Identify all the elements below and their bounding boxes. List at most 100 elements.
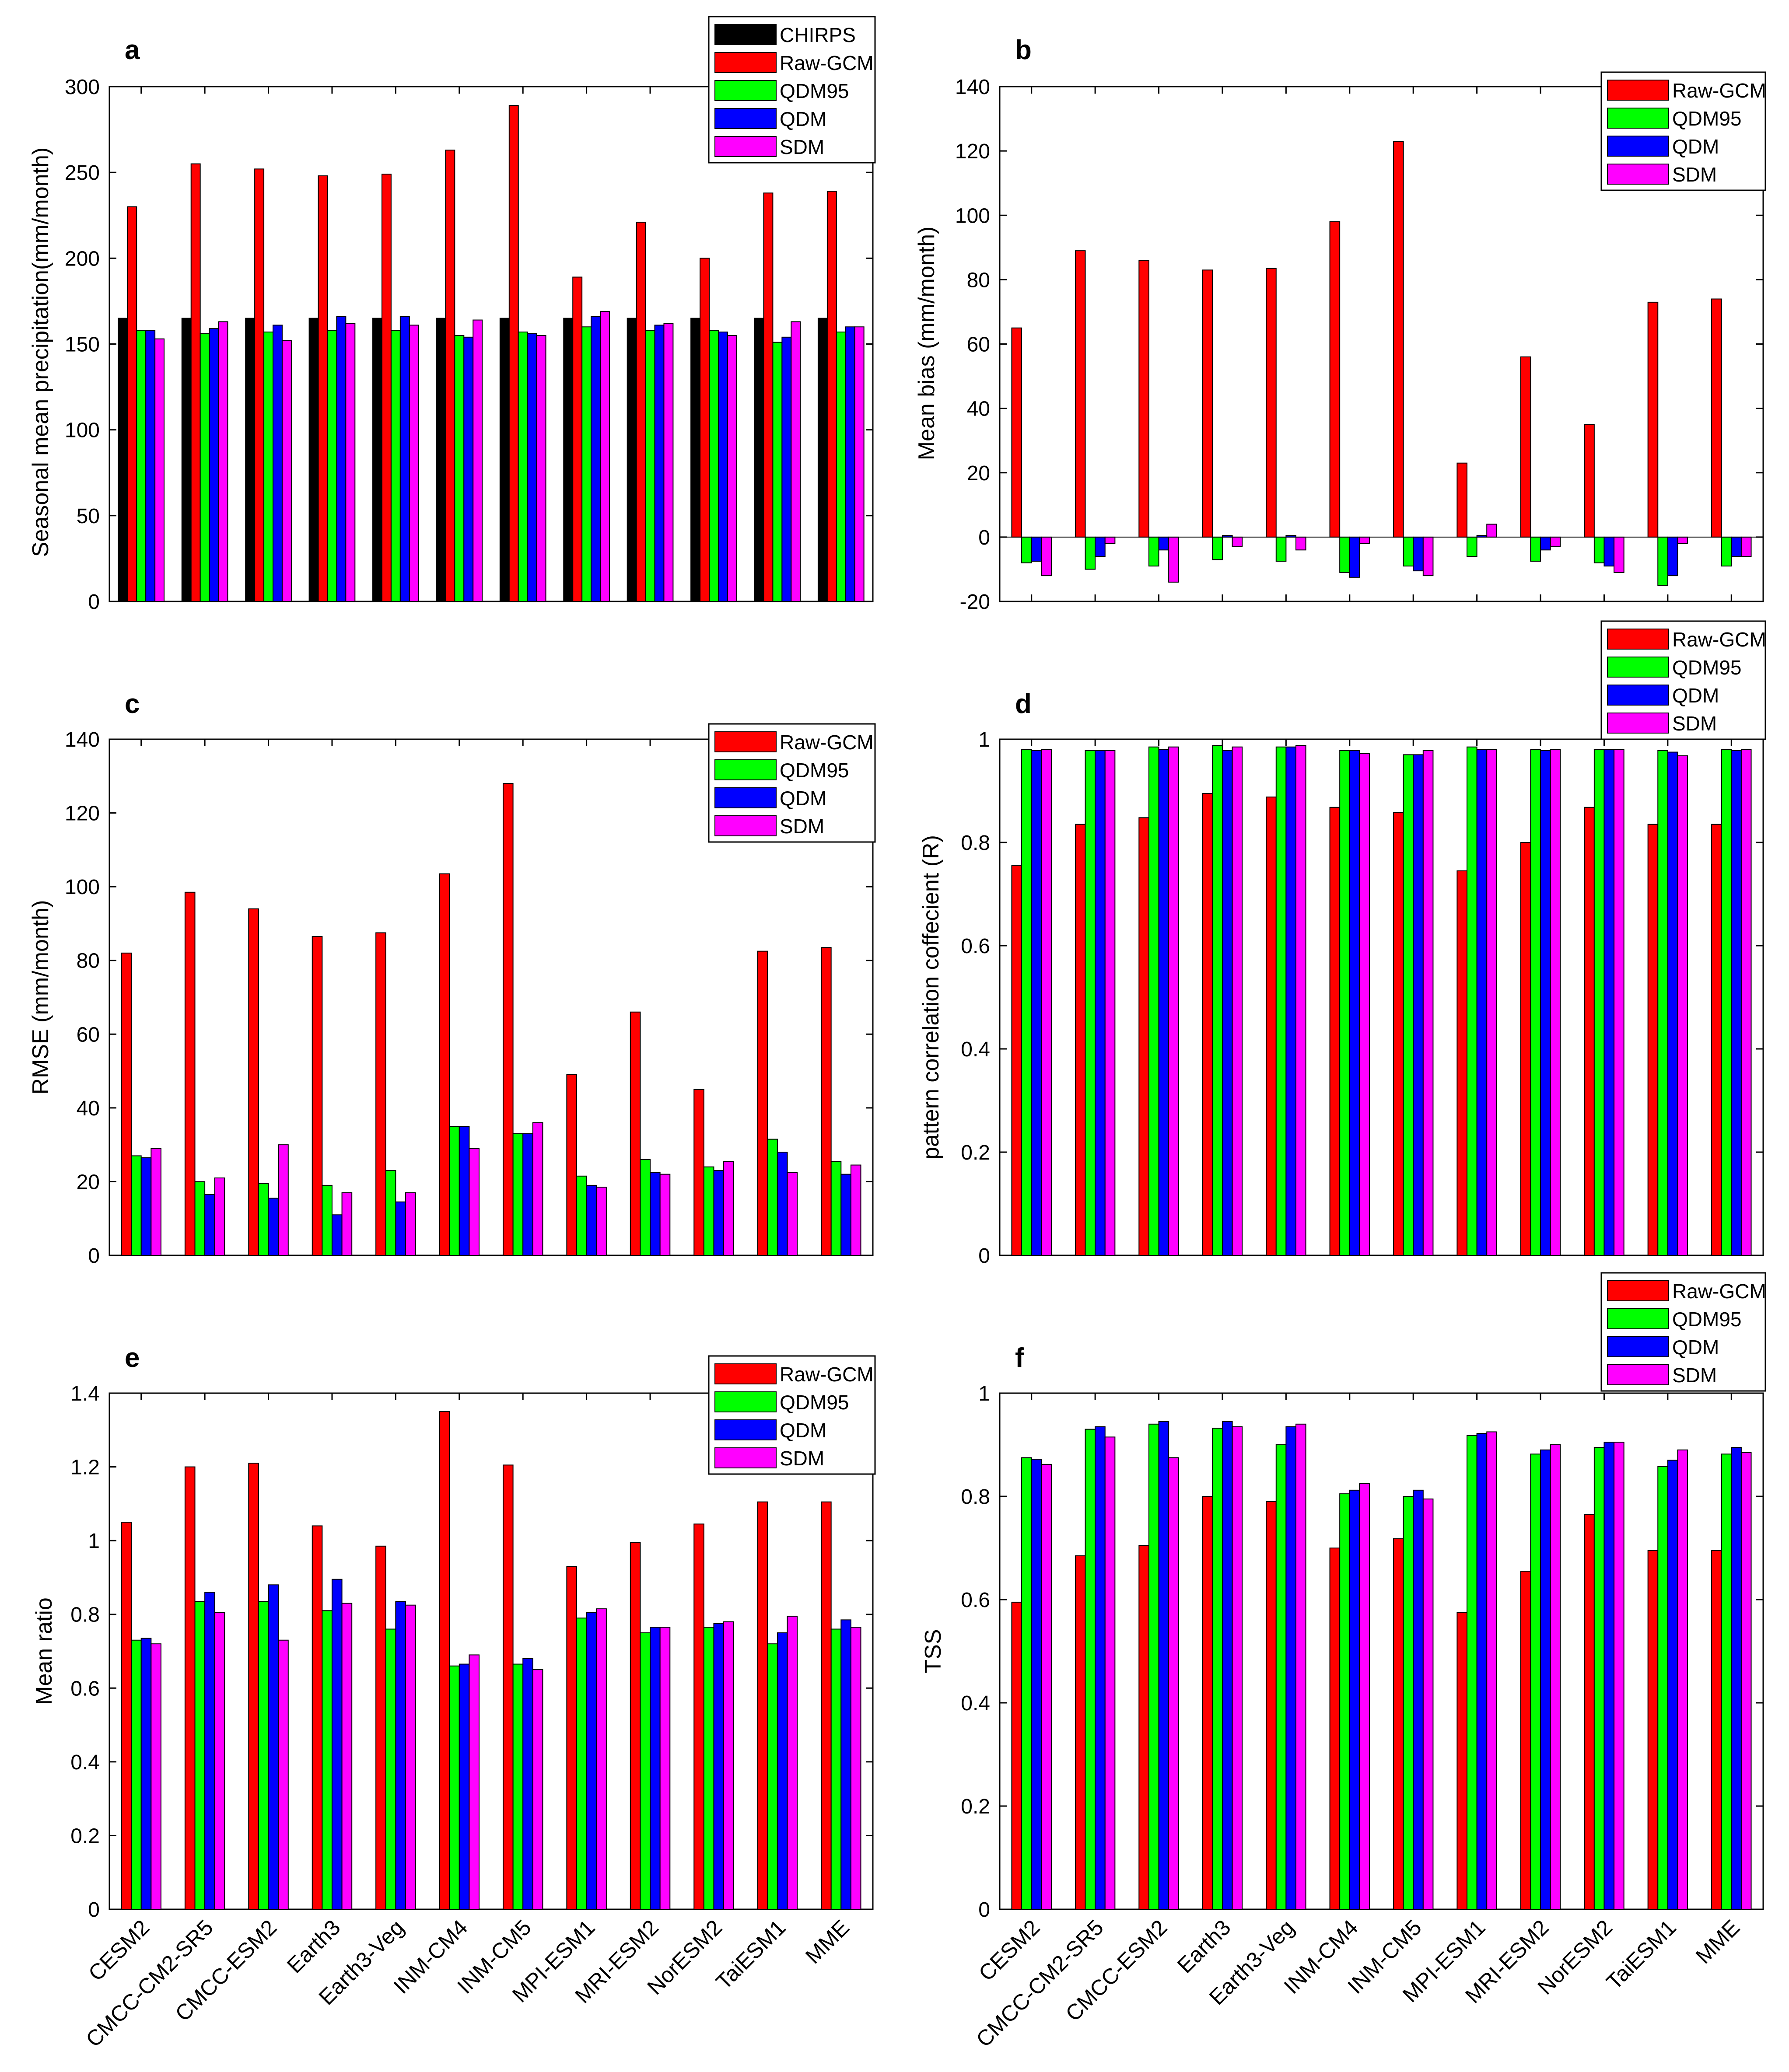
bar-qdm-mme [1731,750,1742,1256]
bar-qdm-earth3-veg [1285,746,1296,1256]
bar-raw-gcm-inm-cm5 [502,1464,514,1910]
bar-raw-gcm-mri-esm2 [1520,842,1531,1256]
bar-qdm-inm-cm4 [1349,750,1360,1256]
bar-qdm-inm-cm5 [1413,536,1424,572]
bar-sdm-inm-cm5 [1422,750,1434,1256]
bar-qdm-earth3-veg [395,1601,406,1910]
bar-qdm-mri-esm2 [650,1627,661,1910]
y-tick-label: 1.4 [70,1382,100,1405]
legend-label-qdm: QDM [780,108,826,130]
bar-sdm-mpi-esm1 [596,1608,607,1910]
bar-qdm95-mri-esm2 [1530,749,1541,1256]
y-tick-label: 0.4 [961,1692,990,1715]
bar-qdm-cmcc-cm2-sr5 [204,1194,215,1256]
bar-qdm95-noresm2 [1593,536,1605,563]
bar-qdm95-earth3 [322,1184,333,1256]
y-tick-label: 50 [77,505,100,528]
bar-qdm-cesm2 [145,330,156,602]
bar-qdm95-earth3-veg [390,330,401,602]
legend-swatch-qdm [1607,685,1669,706]
bar-qdm95-cesm2 [1021,1457,1032,1910]
panel-d-label: d [1015,689,1032,719]
bar-sdm-noresm2 [727,335,737,602]
y-tick-label: 140 [65,728,100,751]
legend-label-qdm95: QDM95 [1672,656,1741,679]
bar-raw-gcm-mri-esm2 [1520,356,1531,538]
legend-label-raw-gcm: Raw-GCM [1672,628,1766,651]
bar-raw-gcm-cesm2 [1011,1601,1022,1910]
x-tick-label: MME [1691,1915,1744,1968]
bar-qdm95-inm-cm4 [1339,1493,1350,1910]
bar-qdm95-inm-cm5 [512,1133,524,1256]
bar-qdm-cesm2 [140,1157,152,1256]
bar-qdm95-inm-cm5 [1403,536,1414,567]
x-tick-label: Earth3 [1173,1915,1236,1978]
bar-qdm-cmcc-cm2-sr5 [1095,1426,1106,1910]
bar-raw-gcm-cesm2 [121,1522,132,1910]
bar-chirps-earth3-veg [372,318,382,602]
bar-chirps-taiesm1 [754,318,764,602]
bar-raw-gcm-inm-cm4 [445,150,455,602]
bar-sdm-cmcc-esm2 [278,1144,289,1256]
axes-box [109,86,874,602]
y-tick-label: 100 [65,419,100,442]
bar-sdm-inm-cm5 [532,1122,543,1256]
bar-sdm-earth3 [341,1192,353,1256]
bar-qdm-mpi-esm1 [1476,749,1488,1256]
bar-raw-gcm-inm-cm5 [1393,141,1404,538]
legend-label-raw-gcm: Raw-GCM [1672,79,1766,102]
bar-sdm-mme [854,326,865,602]
bar-sdm-mpi-esm1 [600,311,610,602]
y-tick-label: 60 [77,1023,100,1046]
legend-swatch-sdm [1607,713,1669,734]
bar-sdm-mri-esm2 [659,1174,671,1256]
y-tick-label: 0 [978,1898,990,1922]
bar-sdm-inm-cm4 [1359,753,1370,1256]
bar-qdm-inm-cm5 [1413,754,1424,1256]
legend-swatch-qdm95 [714,759,777,780]
bar-qdm-mme [845,326,855,602]
bar-sdm-mri-esm2 [659,1627,671,1910]
bar-sdm-mpi-esm1 [1486,524,1497,538]
bar-raw-gcm-cmcc-esm2 [248,1463,259,1910]
legend-swatch-qdm95 [1607,657,1669,678]
bar-raw-gcm-taiesm1 [1647,301,1659,538]
y-tick-label: 20 [77,1171,100,1194]
y-tick-label: 60 [967,333,990,356]
bar-qdm95-inm-cm4 [449,1665,460,1910]
bar-qdm95-noresm2 [1593,1447,1605,1910]
panel-b-ylabel: Mean bias (mm/month) [914,227,939,461]
bar-qdm95-inm-cm4 [1339,536,1350,573]
y-tick-label: 40 [967,398,990,421]
bar-qdm95-taiesm1 [767,1139,778,1256]
bar-qdm95-cmcc-cm2-sr5 [194,1601,206,1910]
bar-sdm-mri-esm2 [1550,1444,1561,1910]
bar-qdm95-mpi-esm1 [581,326,592,602]
bar-qdm95-inm-cm4 [454,335,465,602]
y-tick-label: 0 [88,591,100,614]
y-tick-label: 40 [77,1097,100,1120]
bar-qdm95-mpi-esm1 [576,1175,587,1256]
bar-qdm95-cesm2 [131,1155,142,1256]
bar-sdm-earth3-veg [1295,536,1306,551]
y-tick-label: 0.8 [70,1604,100,1627]
bar-raw-gcm-mpi-esm1 [1456,1612,1468,1910]
legend-swatch-qdm [1607,136,1669,157]
legend-swatch-qdm95 [714,80,777,101]
bar-qdm-inm-cm5 [522,1133,533,1256]
bar-sdm-cesm2 [1041,536,1052,577]
bar-sdm-inm-cm5 [1422,536,1434,577]
bar-qdm95-mri-esm2 [645,330,655,602]
bar-sdm-taiesm1 [791,321,801,602]
bar-sdm-cmcc-cm2-sr5 [214,1612,225,1910]
bar-qdm-mri-esm2 [1540,1449,1551,1910]
bar-sdm-inm-cm4 [473,319,483,602]
bar-sdm-mpi-esm1 [596,1187,607,1256]
bar-qdm95-taiesm1 [1657,536,1668,586]
bar-raw-gcm-mme [821,1501,832,1910]
bar-qdm-taiesm1 [1667,536,1678,577]
bar-qdm-noresm2 [718,332,728,602]
bar-raw-gcm-cesm2 [1011,865,1022,1256]
legend-label-sdm: SDM [1672,1364,1717,1387]
bar-qdm95-taiesm1 [1657,750,1668,1256]
